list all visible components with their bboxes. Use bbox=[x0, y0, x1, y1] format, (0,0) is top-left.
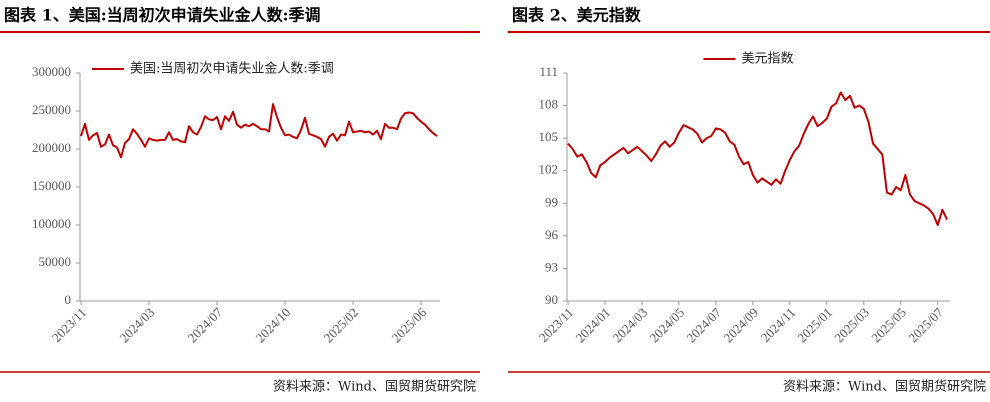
y-tick-label: 108 bbox=[539, 97, 559, 112]
y-tick-label: 200000 bbox=[32, 140, 71, 155]
x-tick-label: 2024/03 bbox=[609, 305, 650, 346]
x-tick-label: 2024/11 bbox=[758, 305, 798, 345]
x-tick-label: 2025/07 bbox=[905, 304, 946, 345]
y-tick-label: 0 bbox=[65, 292, 72, 307]
x-tick-label: 2024/10 bbox=[252, 305, 293, 346]
y-tick-label: 300000 bbox=[32, 64, 71, 79]
x-tick-label: 2025/03 bbox=[831, 305, 872, 346]
x-tick-label: 2024/03 bbox=[116, 305, 157, 346]
y-tick-label: 102 bbox=[539, 162, 559, 177]
x-tick-label: 2024/01 bbox=[572, 305, 613, 346]
x-tick-label: 2023/11 bbox=[536, 305, 576, 345]
x-tick-label: 2024/07 bbox=[184, 304, 225, 345]
y-tick-label: 150000 bbox=[32, 178, 71, 193]
y-tick-label: 105 bbox=[539, 129, 559, 144]
y-tick-label: 90 bbox=[545, 292, 558, 307]
legend-label: 美元指数 bbox=[742, 52, 794, 67]
chart-title: 图表 1、美国:当周初次申请失业金人数:季调 bbox=[4, 6, 321, 25]
y-tick-label: 100000 bbox=[32, 216, 71, 231]
legend-label: 美国:当周初次申请失业金人数:季调 bbox=[130, 61, 334, 77]
y-tick-label: 50000 bbox=[39, 254, 72, 269]
data-line bbox=[567, 91, 948, 226]
x-tick-label: 2024/07 bbox=[683, 304, 724, 345]
x-tick-label: 2024/05 bbox=[646, 305, 687, 346]
y-tick-label: 111 bbox=[539, 64, 558, 79]
chart-title: 图表 2、美元指数 bbox=[512, 6, 642, 25]
x-tick-label: 2023/11 bbox=[49, 305, 89, 345]
x-tick-label: 2025/06 bbox=[388, 304, 429, 345]
x-tick-label: 2024/09 bbox=[720, 305, 761, 346]
data-line bbox=[80, 103, 438, 159]
source: 资料来源：Wind、国贸期货研究院 bbox=[783, 379, 986, 395]
source: 资料来源：Wind、国贸期货研究院 bbox=[273, 379, 476, 395]
y-tick-label: 250000 bbox=[32, 102, 71, 117]
y-tick-label: 96 bbox=[545, 227, 559, 242]
x-tick-label: 2025/05 bbox=[868, 305, 909, 346]
x-tick-label: 2025/01 bbox=[794, 305, 835, 346]
y-tick-label: 99 bbox=[545, 194, 558, 209]
y-tick-label: 93 bbox=[545, 259, 558, 274]
x-tick-label: 2025/02 bbox=[320, 305, 361, 346]
